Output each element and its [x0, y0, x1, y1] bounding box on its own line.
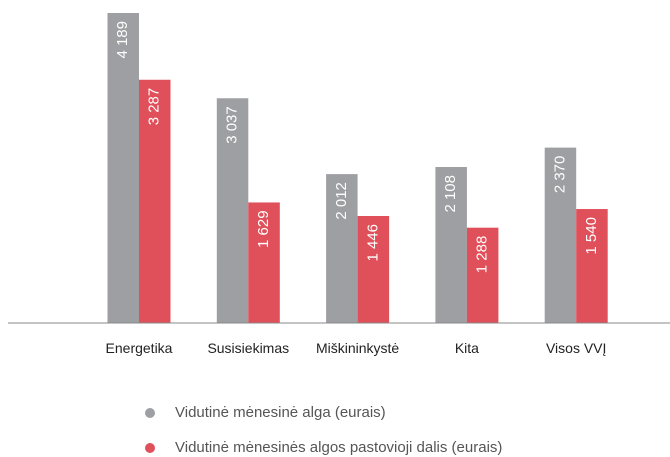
value-label: 4 189: [114, 21, 131, 59]
value-label: 1 629: [255, 210, 272, 248]
legend-label: Vidutinė mėnesinė alga (eurais): [175, 404, 386, 421]
value-label: 3 037: [224, 106, 241, 144]
bar: [139, 79, 171, 324]
x-tick-label: Susisiekimas: [207, 340, 289, 356]
value-label: 1 540: [583, 217, 600, 255]
legend-marker: [145, 408, 155, 418]
x-tick-label: Kita: [455, 340, 479, 356]
bar: [466, 227, 499, 323]
bar: [357, 215, 390, 323]
bar: [216, 98, 249, 323]
value-label: 1 446: [364, 224, 381, 262]
bar: [576, 209, 608, 323]
bar: [248, 202, 280, 323]
bar: [544, 147, 577, 323]
bar: [326, 174, 358, 323]
x-tick-label: Visos VVĮ: [546, 340, 607, 356]
x-tick-label: Miškininkystė: [316, 340, 399, 356]
legend-label: Vidutinė mėnesinės algos pastovioji dali…: [175, 439, 502, 456]
value-label: 1 288: [474, 236, 491, 274]
bar: [107, 13, 139, 323]
x-tick-label: Energetika: [106, 340, 173, 356]
value-label: 2 370: [551, 156, 568, 194]
bar: [435, 167, 467, 323]
value-label: 3 287: [146, 88, 163, 126]
legend-marker: [145, 443, 155, 453]
value-label: 2 012: [333, 182, 350, 220]
value-label: 2 108: [442, 175, 459, 213]
